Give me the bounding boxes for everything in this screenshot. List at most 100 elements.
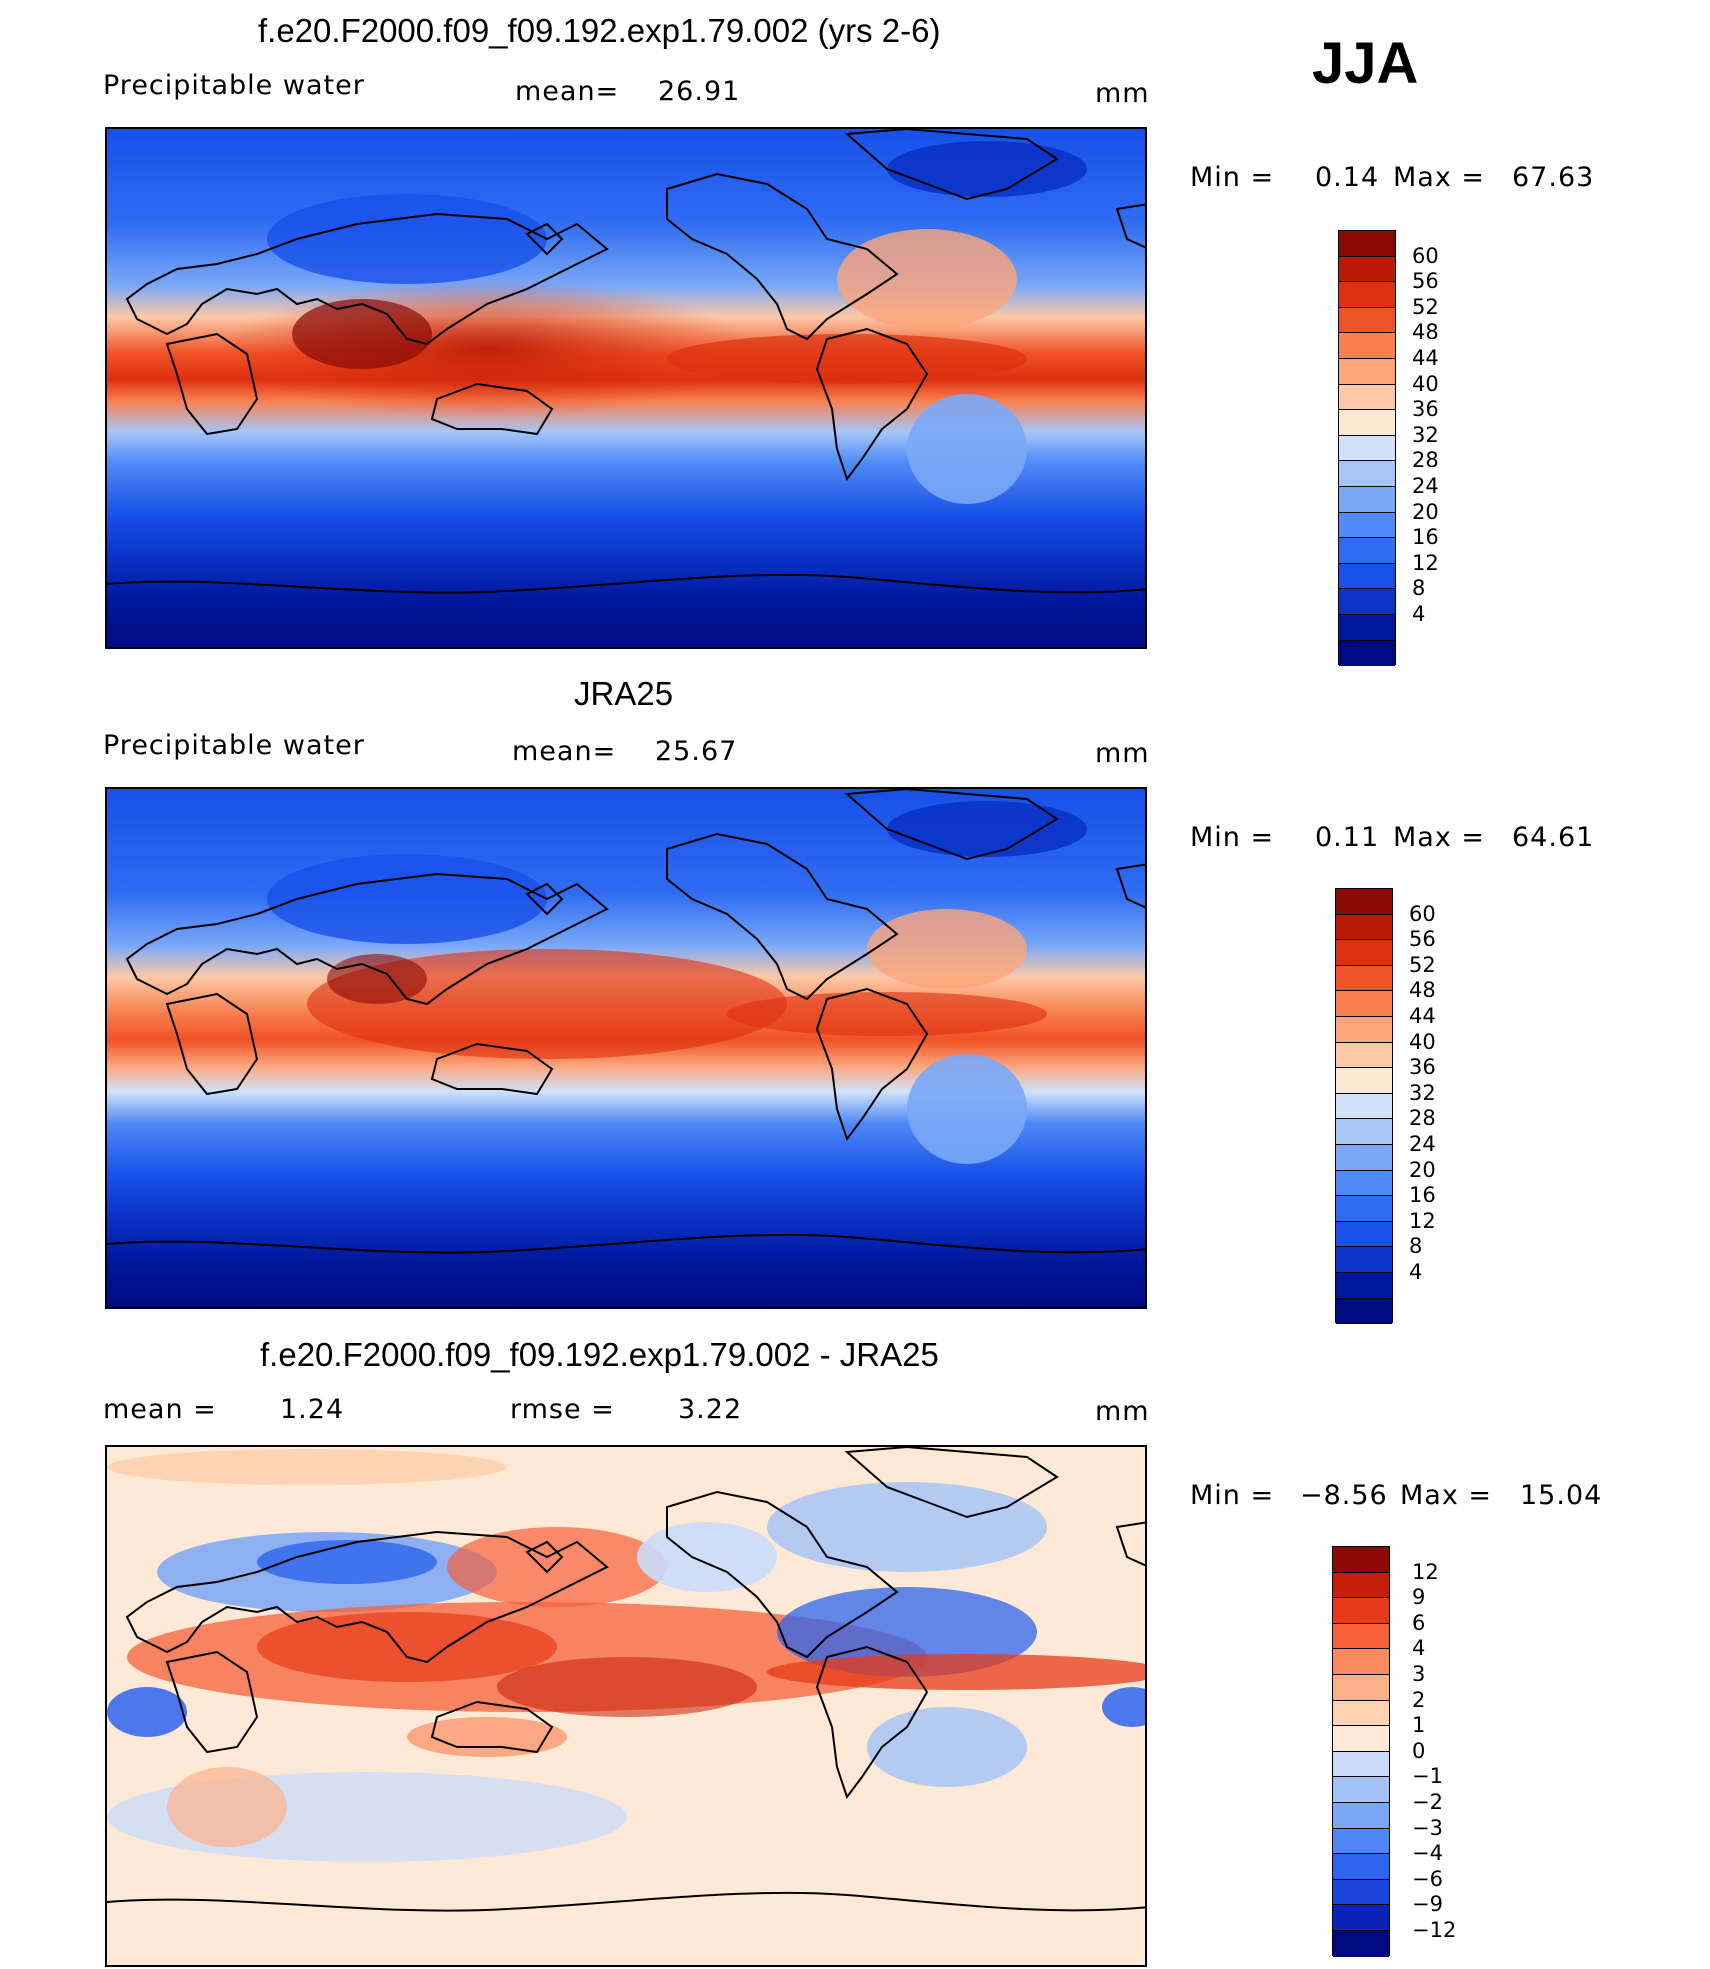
colorbar-segment: [1333, 1777, 1389, 1803]
panel-diff-map: [105, 1445, 1147, 1967]
colorbar-tick-label: 48: [1409, 978, 1436, 1003]
panel-model-min-label: Min =: [1190, 162, 1275, 193]
colorbar-tick-label: −9: [1412, 1892, 1443, 1917]
colorbar-tick-label: 52: [1412, 294, 1439, 319]
colorbar-segment: [1333, 1854, 1389, 1880]
colorbar-segment: [1339, 512, 1395, 539]
colorbar-tick-label: 40: [1409, 1029, 1436, 1054]
panel-model-mean-value: 26.91: [658, 76, 741, 107]
panel-model-max-label: Max =: [1393, 162, 1486, 193]
colorbar-tick-label: −2: [1412, 1790, 1443, 1814]
colorbar-segment: [1333, 1674, 1389, 1701]
colorbar-segment: [1336, 1247, 1392, 1273]
colorbar-segment: [1339, 614, 1395, 641]
colorbar-segment: [1333, 1623, 1389, 1650]
colorbar-segment: [1333, 1828, 1389, 1855]
colorbar-tick-label: 52: [1409, 952, 1436, 977]
colorbar-segment: [1333, 1751, 1389, 1778]
colorbar-segment: [1336, 1093, 1392, 1120]
colorbar-tick-label: 3: [1412, 1662, 1426, 1686]
colorbar-segment: [1339, 307, 1395, 334]
panel-obs-min-value: 0.11: [1315, 822, 1380, 853]
panel-diff-min-value: −8.56: [1300, 1480, 1388, 1511]
colorbar-segment: [1336, 1272, 1392, 1299]
panel-diff-max-label: Max =: [1400, 1480, 1493, 1511]
panel-obs-max-value: 64.61: [1512, 822, 1595, 853]
colorbar-tick-label: 2: [1412, 1687, 1426, 1712]
colorbar-segment: [1336, 1119, 1392, 1145]
colorbar-tick-label: 44: [1412, 346, 1439, 370]
colorbar-tick-label: 4: [1412, 1636, 1426, 1661]
colorbar-tick-label: 16: [1409, 1183, 1436, 1208]
panel-obs-mean-value: 25.67: [655, 736, 738, 767]
panel-diff-title: f.e20.F2000.f09_f09.192.exp1.79.002 - JR…: [260, 1336, 939, 1373]
panel-diff-units: mm: [1095, 1396, 1150, 1427]
colorbar-tick-label: −1: [1412, 1764, 1443, 1789]
colorbar-tick-label: 12: [1412, 1559, 1439, 1584]
colorbar-segment: [1339, 358, 1395, 385]
colorbar-segment: [1333, 1572, 1389, 1599]
colorbar-tick-label: 24: [1409, 1132, 1436, 1156]
panel-diff-rmse-value: 3.22: [678, 1394, 743, 1425]
colorbar-tick-label: 12: [1409, 1208, 1436, 1233]
colorbar-segment: [1336, 965, 1392, 992]
panel-obs-mean-label: mean=: [512, 736, 617, 767]
colorbar-tick-label: 4: [1412, 602, 1426, 626]
panel-obs-title: JRA25: [574, 675, 674, 712]
colorbar-segment: [1333, 1930, 1389, 1957]
colorbar-segment: [1339, 538, 1395, 564]
colorbar-tick-label: 48: [1412, 320, 1439, 345]
panel-obs-map: [105, 787, 1147, 1309]
colorbar-tick-label: −4: [1412, 1841, 1443, 1866]
colorbar-segment: [1336, 914, 1392, 941]
colorbar-segment: [1336, 1298, 1392, 1325]
panel-diff-max-value: 15.04: [1520, 1480, 1603, 1511]
panel-model-max-value: 67.63: [1512, 162, 1595, 193]
colorbar-segment: [1333, 1905, 1389, 1931]
panel-obs-variable-label: Precipitable water: [103, 730, 365, 761]
colorbar-tick-label: 9: [1412, 1585, 1426, 1610]
colorbar-segment: [1333, 1879, 1389, 1906]
colorbar-segment: [1336, 1221, 1392, 1248]
colorbar-tick-label: 16: [1412, 525, 1439, 550]
season-label: JJA: [1312, 31, 1419, 96]
colorbar-segment: [1336, 1042, 1392, 1069]
colorbar-segment: [1339, 435, 1395, 462]
panel-model-variable-label: Precipitable water: [103, 70, 365, 101]
colorbar-tick-label: 12: [1412, 550, 1439, 575]
colorbar-tick-label: 8: [1412, 576, 1426, 601]
colorbar-segment: [1333, 1598, 1389, 1624]
colorbar-segment: [1339, 563, 1395, 590]
colorbar-tick-label: 20: [1412, 499, 1439, 524]
obs-map-field: [107, 789, 1145, 1307]
panel-obs-max-label: Max =: [1393, 822, 1486, 853]
colorbar-tick-label: −6: [1412, 1866, 1443, 1891]
colorbar-segment: [1339, 410, 1395, 436]
panel-obs-units: mm: [1095, 738, 1150, 769]
colorbar-tick-label: 36: [1409, 1055, 1436, 1080]
colorbar-segment: [1339, 282, 1395, 308]
panel-model-min-value: 0.14: [1315, 162, 1380, 193]
panel-model-units: mm: [1095, 78, 1150, 109]
colorbar-segment: [1333, 1547, 1389, 1573]
colorbar-tick-label: −3: [1412, 1815, 1443, 1840]
colorbar-segment: [1339, 461, 1395, 487]
colorbar-segment: [1339, 231, 1395, 257]
colorbar-tick-label: 6: [1412, 1610, 1426, 1635]
colorbar-tick-label: 4: [1409, 1260, 1423, 1284]
colorbar-segment: [1333, 1802, 1389, 1829]
colorbar-tick-label: 56: [1412, 269, 1439, 294]
colorbar-tick-label: 32: [1409, 1080, 1436, 1105]
colorbar-tick-label: −12: [1412, 1918, 1457, 1942]
panel-model-map: [105, 127, 1147, 649]
panel-model-title: f.e20.F2000.f09_f09.192.exp1.79.002 (yrs…: [258, 12, 941, 49]
panel-model-colorbar: [1338, 230, 1396, 667]
colorbar-tick-label: 0: [1412, 1738, 1426, 1763]
colorbar-segment: [1333, 1726, 1389, 1752]
colorbar-segment: [1336, 1068, 1392, 1094]
colorbar-segment: [1336, 940, 1392, 966]
colorbar-segment: [1336, 889, 1392, 915]
colorbar-tick-label: 20: [1409, 1157, 1436, 1182]
colorbar-segment: [1336, 1170, 1392, 1197]
colorbar-tick-label: 56: [1409, 927, 1436, 952]
